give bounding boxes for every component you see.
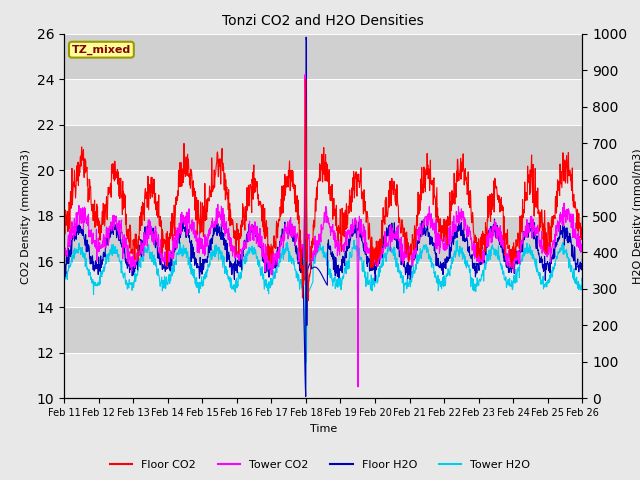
- Bar: [64, 170, 582, 216]
- Y-axis label: CO2 Density (mmol/m3): CO2 Density (mmol/m3): [21, 148, 31, 284]
- Bar: [64, 125, 582, 170]
- Bar: [64, 262, 582, 307]
- Title: Tonzi CO2 and H2O Densities: Tonzi CO2 and H2O Densities: [222, 14, 424, 28]
- Bar: [64, 353, 582, 398]
- Bar: [64, 216, 582, 262]
- Bar: [64, 307, 582, 353]
- Y-axis label: H2O Density (mmol/m3): H2O Density (mmol/m3): [633, 148, 640, 284]
- X-axis label: Time: Time: [310, 424, 337, 433]
- Legend: Floor CO2, Tower CO2, Floor H2O, Tower H2O: Floor CO2, Tower CO2, Floor H2O, Tower H…: [105, 456, 535, 474]
- Text: TZ_mixed: TZ_mixed: [72, 45, 131, 55]
- Bar: [64, 79, 582, 125]
- Bar: [64, 34, 582, 79]
